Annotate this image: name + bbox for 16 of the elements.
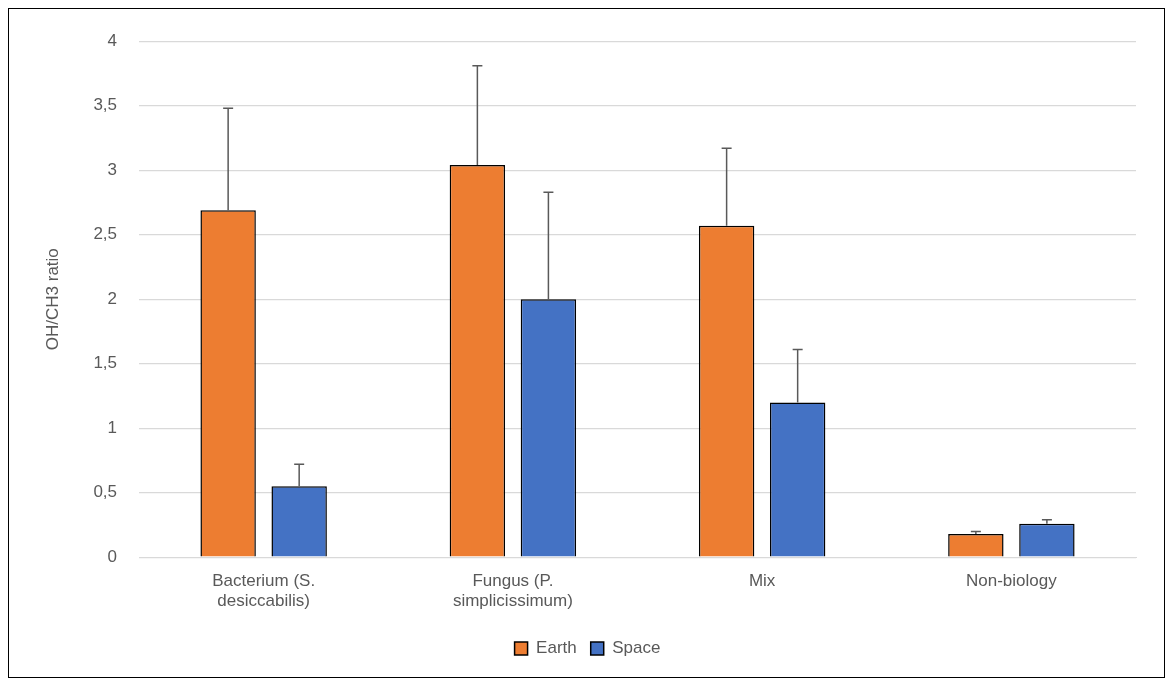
x-tick-label: Non-biology — [966, 571, 1058, 591]
y-tick-label: 1,5 — [93, 353, 118, 373]
y-tick-label: 0 — [107, 546, 118, 566]
legend-label: Space — [612, 638, 661, 658]
y-tick-label: 0,5 — [93, 482, 118, 502]
y-tick-label: 1 — [107, 417, 118, 437]
y-tick-label: 2,5 — [93, 224, 118, 244]
x-tick-label: Fungus (P. simplicissimum) — [452, 571, 573, 611]
y-tick-label: 2 — [107, 288, 118, 308]
y-tick-label: 4 — [107, 30, 118, 50]
y-tick-label: 3,5 — [93, 95, 118, 115]
x-tick-label: Mix — [748, 571, 776, 591]
y-tick-label: 3 — [107, 159, 118, 179]
y-axis-title: OH/CH3 ratio — [42, 248, 62, 351]
x-tick-label: Bacterium (S. desiccabilis) — [212, 571, 316, 611]
legend-label: Earth — [536, 638, 577, 658]
